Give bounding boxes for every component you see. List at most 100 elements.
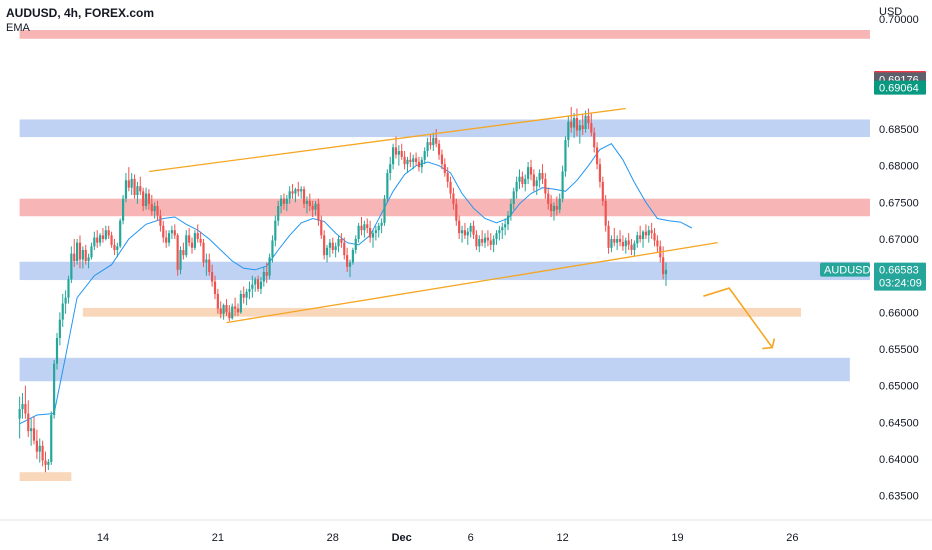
bullish-candle <box>70 246 73 283</box>
zone-zone-2 <box>19 119 870 138</box>
bearish-candle <box>575 108 579 137</box>
candle-body <box>481 239 484 243</box>
symbol-legend[interactable]: AUDUSD, 4h, FOREX.com <box>6 6 155 20</box>
bullish-candle <box>300 186 303 199</box>
candle-body <box>277 206 280 221</box>
candle-body <box>647 230 650 236</box>
candle-body <box>524 178 527 184</box>
projection-arrowhead <box>762 338 776 350</box>
candle-body <box>144 193 148 206</box>
candle-body <box>570 121 573 128</box>
bearish-candle <box>317 198 320 226</box>
bearish-candle <box>544 173 547 199</box>
bearish-candle <box>593 127 596 153</box>
bullish-candle <box>538 169 541 188</box>
candle-body <box>478 239 481 247</box>
bearish-candle <box>228 305 231 322</box>
candle-body <box>641 231 645 239</box>
bearish-candle <box>219 301 222 319</box>
time-tick-label: 19 <box>671 532 683 544</box>
candle-body <box>541 173 544 179</box>
candle-body <box>248 288 251 292</box>
candle-body <box>156 206 159 216</box>
candle-body <box>354 239 357 250</box>
candle-body <box>107 230 110 236</box>
candle-body <box>18 409 21 419</box>
bullish-candle <box>205 253 208 276</box>
price-tick-label: 0.68500 <box>879 124 919 136</box>
bearish-candle <box>541 164 544 184</box>
candle-body <box>70 253 73 280</box>
candle-body <box>58 319 61 338</box>
bearish-candle <box>190 237 194 254</box>
candle-body <box>279 198 283 206</box>
candle-body <box>346 255 349 267</box>
candle-body <box>472 225 475 235</box>
bearish-candle <box>627 233 630 250</box>
candle-body <box>601 181 604 201</box>
bullish-candle <box>389 156 392 181</box>
time-tick-label: Dec <box>392 532 412 544</box>
bearish-candle <box>110 231 113 248</box>
candle-body <box>495 233 498 239</box>
bearish-candle <box>139 176 142 195</box>
projection-path <box>703 287 773 348</box>
candle-body <box>348 262 352 267</box>
candle-body <box>501 227 504 231</box>
bearish-candle <box>234 297 237 316</box>
candle-body <box>170 230 173 234</box>
candle-body <box>506 215 510 225</box>
candle-body <box>380 222 383 226</box>
candle-body <box>630 244 633 250</box>
candle-body <box>179 250 182 270</box>
bullish-candle <box>231 303 234 320</box>
candle-body <box>32 428 36 441</box>
bullish-candle <box>294 187 297 203</box>
bearish-candle <box>265 262 268 283</box>
candle-body <box>104 230 107 239</box>
ema-legend[interactable]: EMA <box>6 22 30 34</box>
candle-body <box>633 243 636 250</box>
bearish-candle <box>173 224 176 239</box>
candle-body <box>621 241 625 247</box>
bearish-candle <box>581 114 584 135</box>
bearish-candle <box>435 129 438 148</box>
candle-body <box>302 189 306 204</box>
candle-body <box>446 173 449 182</box>
candle-body <box>196 233 199 239</box>
candle-body <box>193 233 196 248</box>
candle-body <box>529 167 533 175</box>
zones-layer <box>19 30 870 481</box>
candle-body <box>397 151 400 155</box>
bullish-candle <box>518 169 521 190</box>
bearish-candle <box>320 215 323 239</box>
candle-body <box>96 237 99 243</box>
candle-body <box>581 125 584 129</box>
bullish-candle <box>357 222 360 243</box>
candle-body <box>650 230 653 234</box>
zone-zone-3 <box>19 261 870 281</box>
bearish-candle <box>32 416 36 445</box>
candle-body <box>613 239 616 243</box>
candle-body <box>305 200 309 204</box>
candle-body <box>435 137 438 144</box>
bullish-candle <box>636 231 639 248</box>
bearish-candle <box>308 193 311 212</box>
bullish-candle <box>325 244 329 263</box>
bullish-candle <box>136 181 139 204</box>
bullish-candle <box>426 137 429 157</box>
bullish-candle <box>432 132 435 151</box>
candle-body <box>587 115 590 124</box>
candle-body <box>412 158 415 162</box>
bullish-candle <box>334 242 337 258</box>
candle-body <box>409 159 412 162</box>
bullish-candle <box>423 147 426 165</box>
candle-body <box>406 159 409 165</box>
candle-body <box>371 233 375 238</box>
bullish-candle <box>392 143 395 170</box>
candle-body <box>578 125 581 131</box>
candle-body <box>572 118 576 128</box>
candle-body <box>558 198 561 210</box>
candle-body <box>489 240 492 245</box>
